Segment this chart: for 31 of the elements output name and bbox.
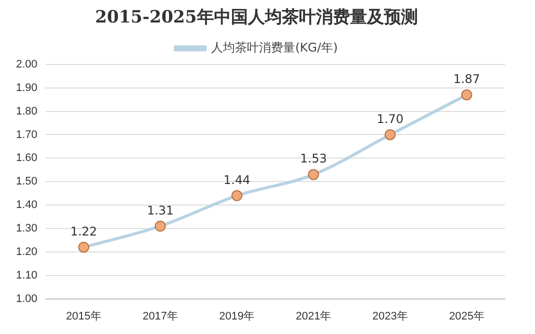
data-label: 1.22 <box>70 224 98 238</box>
y-tick-label: 1.90 <box>16 82 38 94</box>
y-tick-label: 1.40 <box>16 199 38 212</box>
data-label: 1.44 <box>224 172 250 187</box>
x-tick-label: 2025年 <box>448 310 484 322</box>
y-tick-label: 1.50 <box>16 176 38 188</box>
x-tick-label: 2015年 <box>66 310 102 322</box>
legend-label: 人均茶叶消费量(KG/年) <box>211 40 338 55</box>
point <box>78 242 90 253</box>
data-label: 1.31 <box>146 203 174 218</box>
data-label: 1.70 <box>376 112 404 126</box>
x-tick-label: 2023年 <box>372 310 408 322</box>
y-tick-label: 1.60 <box>16 152 38 164</box>
data-label: 1.53 <box>300 152 327 166</box>
y-tick-label: 1.20 <box>16 246 38 258</box>
y-tick-label: 1.70 <box>16 128 38 141</box>
point <box>231 190 242 202</box>
point <box>461 89 472 100</box>
y-tick-label: 1.10 <box>16 269 38 282</box>
chart-title: 2015-2025年中国人均茶叶消费量及预测 <box>95 8 418 28</box>
point <box>384 129 396 140</box>
x-tick-label: 2019年 <box>219 310 255 322</box>
y-tick-label: 1.80 <box>16 105 38 118</box>
x-tick-label: 2017年 <box>142 310 178 322</box>
point <box>308 169 320 180</box>
x-tick-label: 2021年 <box>296 310 332 322</box>
y-tick-label: 1.00 <box>16 292 38 305</box>
point <box>154 220 166 232</box>
y-tick-label: 1.30 <box>16 222 38 235</box>
data-label: 1.87 <box>453 72 480 86</box>
y-tick-label: 2.00 <box>16 58 38 70</box>
